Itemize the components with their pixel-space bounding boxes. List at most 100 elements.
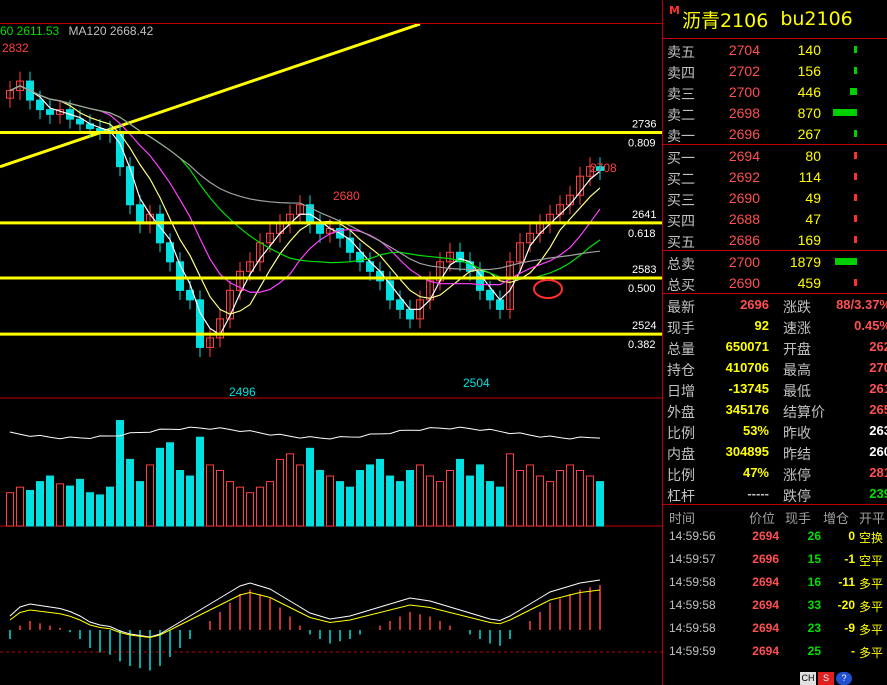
sogou-icon[interactable]: S	[818, 672, 834, 685]
tick-price: 2694	[752, 598, 779, 612]
volume-bar	[416, 464, 424, 527]
help-icon[interactable]: ?	[836, 672, 852, 685]
volume-bar	[6, 492, 14, 527]
candle-body	[516, 242, 524, 263]
instrument-marker: M	[669, 4, 680, 17]
tick-time: 14:59:56	[669, 529, 716, 543]
stat-label: 比例	[667, 467, 695, 483]
candle-body	[196, 299, 204, 348]
fib-price-label: 2583	[632, 264, 656, 276]
ime-icon[interactable]: CH	[800, 672, 816, 685]
tick-row[interactable]: 14:59:56 2694 26 0 空换	[663, 526, 887, 549]
stat-value: 263	[869, 423, 887, 438]
level-volume: 446	[797, 84, 821, 100]
tick-nature: 多平	[859, 623, 884, 637]
volume-bar	[126, 458, 134, 527]
volume-bar	[446, 470, 454, 527]
candle-body	[126, 166, 134, 206]
stat-label: 最新	[667, 299, 695, 315]
volume-bar	[396, 481, 404, 527]
volume-bar	[166, 442, 174, 527]
volume-bar	[186, 475, 194, 527]
stat-label: 涨跌	[783, 299, 811, 315]
volume-bar	[216, 470, 224, 527]
order-totals: 总卖 2700 1879 总买 2690 459	[663, 251, 887, 293]
volume-bar	[296, 464, 304, 527]
candle-body	[406, 308, 414, 320]
highlight-circle	[533, 279, 563, 299]
volume-bar	[426, 475, 434, 527]
level-label: 买三	[667, 192, 695, 208]
low-label: 2504	[463, 376, 490, 390]
ticks-header-time: 时间	[669, 511, 696, 526]
level-price: 2690	[728, 275, 760, 291]
tick-price: 2694	[752, 621, 779, 635]
volume-bar	[596, 481, 604, 527]
tick-row[interactable]: 14:59:59 2694 25 - 多平	[663, 641, 887, 664]
tick-oi-change: -11	[838, 575, 855, 589]
volume-bar	[854, 46, 857, 53]
ticks-list[interactable]: 14:59:56 2694 26 0 空换 14:59:57 2696 15 -1 空平 14:59…	[663, 526, 887, 664]
candle-body	[486, 289, 494, 301]
volume-bar	[854, 173, 857, 180]
level-price: 2702	[728, 63, 760, 79]
tick-row[interactable]: 14:59:58 2694 16 -11 多平	[663, 572, 887, 595]
tick-volume: 23	[807, 621, 821, 635]
tick-nature: 空换	[859, 531, 884, 545]
candle-body	[596, 166, 604, 171]
fib-price-label: 2736	[632, 118, 656, 130]
volume-bar	[16, 486, 24, 527]
ma60-line	[9, 85, 601, 280]
kline-chart[interactable]: 2736 0.809 2641 0.618 2583 0.500 2524 0.382 2832…	[0, 0, 662, 685]
level-label: 卖五	[667, 44, 695, 60]
volume-bar	[276, 458, 284, 527]
ticks-header-vol: 现手	[785, 511, 812, 526]
volume-bar	[854, 194, 857, 201]
stat-label: 最低	[783, 383, 811, 399]
stat-value: 260	[869, 444, 887, 459]
level-volume: 459	[797, 275, 821, 291]
orderbook-row: 买五 2686 169	[663, 229, 887, 250]
tick-row[interactable]: 14:59:58 2694 33 -20 多平	[663, 595, 887, 618]
candle-body	[396, 299, 404, 310]
peak-label: 2680	[333, 189, 360, 203]
quote-row: 日增 -13745 最低 261	[663, 378, 887, 399]
volume-bar	[386, 475, 394, 527]
stat-value: 410706	[725, 360, 769, 375]
orderbook-row: 买一 2694 80	[663, 145, 887, 166]
taskbar-icons: CH S ?	[800, 672, 852, 685]
stat-value: -13745	[728, 381, 769, 396]
level-label: 卖三	[667, 86, 695, 102]
volume-bar	[476, 464, 484, 527]
tick-oi-change: -9	[844, 621, 855, 635]
ma60-label: 60 2611.53	[0, 24, 60, 38]
tick-row[interactable]: 14:59:57 2696 15 -1 空平	[663, 549, 887, 572]
volume-bar	[46, 475, 54, 527]
stat-label: 速涨	[783, 320, 811, 336]
fib-ratio-label: 0.809	[628, 137, 656, 149]
level-price: 2692	[728, 169, 760, 185]
orderbook-row: 卖四 2702 156	[663, 60, 887, 81]
tick-volume: 25	[807, 644, 821, 658]
orderbook-row: 买四 2688 47	[663, 208, 887, 229]
orderbook-row: 买二 2692 114	[663, 166, 887, 187]
volume-bar	[136, 481, 144, 527]
high-label: 2832	[2, 41, 29, 55]
level-label: 卖二	[667, 107, 695, 123]
tick-nature: 多平	[859, 646, 884, 660]
volume-bar	[206, 464, 214, 527]
tick-row[interactable]: 14:59:58 2694 23 -9 多平	[663, 618, 887, 641]
volume-bar	[546, 481, 554, 527]
kline-chart-area[interactable]: 2736 0.809 2641 0.618 2583 0.500 2524 0.382 2832…	[0, 0, 662, 685]
candle-body	[506, 261, 514, 310]
stat-label: 昨收	[783, 425, 811, 441]
volume-bar	[376, 458, 384, 527]
stat-label: 跌停	[783, 488, 811, 504]
volume-bar	[526, 464, 534, 527]
orderbook-row: 买三 2690 49	[663, 187, 887, 208]
level-price: 2690	[728, 190, 760, 206]
candle-body	[36, 99, 44, 111]
stat-value: 304895	[725, 444, 769, 459]
level-volume: 114	[798, 169, 821, 185]
level-label: 卖四	[667, 65, 695, 81]
